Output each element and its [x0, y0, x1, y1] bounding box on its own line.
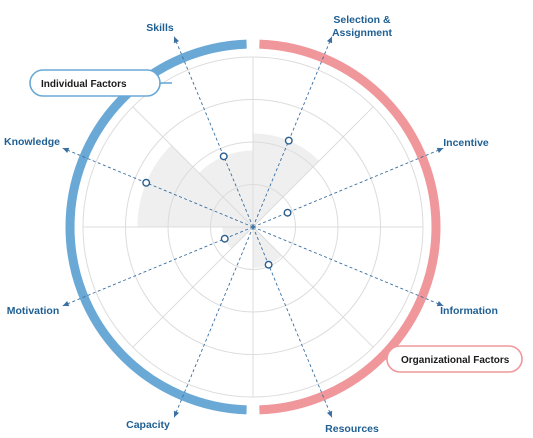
score-sector-motivation [137, 145, 253, 227]
axis-labels: Skills Selection & Assignment Incentive Info… [4, 14, 498, 435]
grid-spoke [132, 106, 254, 228]
score-sector-capacity [222, 227, 253, 249]
score-marker-information [264, 260, 273, 269]
axis-label-skills: Skills [146, 22, 174, 34]
score-marker-motivation [142, 178, 151, 187]
score-sector-skills [253, 133, 320, 227]
radar-grid [82, 56, 424, 398]
axis-arrow-incentive [436, 300, 444, 307]
individual-factors-callout: Individual Factors [29, 69, 172, 97]
organizational-factors-box [386, 345, 523, 373]
individual-factors-box [29, 69, 161, 97]
axis-line-skills [252, 36, 333, 228]
axis-label-selection: Selection & Assignment [332, 14, 393, 39]
score-marker-skills [284, 136, 293, 145]
individual-factors-label: Individual Factors [41, 79, 127, 90]
axis-arrow-motivation [62, 147, 70, 154]
axis-label-information: Information [440, 305, 498, 317]
axis-arrow-information [326, 410, 333, 418]
axis-line-motivation [62, 147, 254, 228]
grid-spoke [132, 226, 254, 348]
grid-spoke [252, 226, 374, 348]
axis-arrow-knowledge [173, 36, 180, 44]
axis-arrow-skills [326, 36, 333, 44]
axis-line-knowledge [173, 36, 254, 228]
score-sector-knowledge [198, 150, 253, 227]
organizational-factors-ring [259, 39, 441, 415]
organizational-factors-label: Organizational Factors [401, 355, 510, 366]
axis-line-incentive [252, 226, 444, 307]
axis-label-resources: Resources [325, 423, 379, 435]
score-shading [137, 133, 320, 268]
grid-spoke [252, 106, 374, 228]
axis-arrow-capacity [62, 300, 70, 307]
axis-label-motivation: Motivation [7, 305, 60, 317]
axis-label-capacity: Capacity [126, 419, 170, 431]
axis-label-knowledge: Knowledge [4, 136, 60, 148]
organizational-factors-callout: Organizational Factors [376, 345, 523, 373]
axis-line-resources [173, 226, 254, 418]
score-marker-knowledge [219, 152, 228, 161]
axis-arrow-resources [173, 410, 180, 418]
score-sector-information [253, 227, 282, 268]
axis-arrow-selection [436, 147, 444, 154]
axis-line-information [252, 226, 333, 418]
score-marker-capacity [220, 234, 229, 243]
score-markers [142, 136, 293, 269]
score-marker-selection [283, 208, 292, 217]
radar-axes [62, 36, 444, 418]
outer-rings [65, 39, 441, 415]
axis-label-incentive: Incentive [443, 137, 489, 149]
individual-factors-ring [65, 39, 247, 415]
